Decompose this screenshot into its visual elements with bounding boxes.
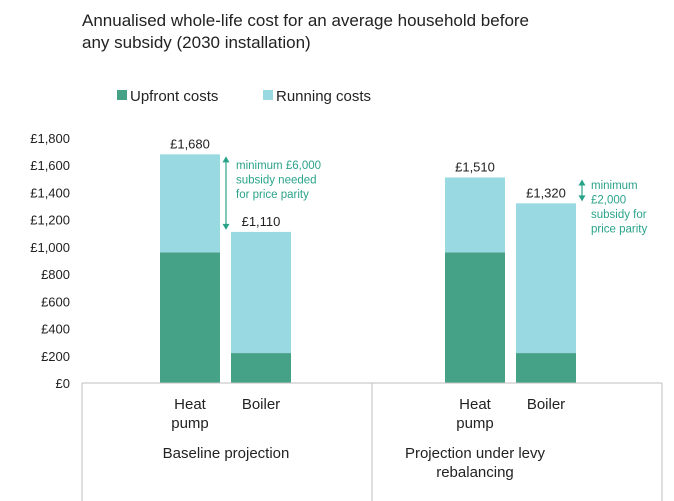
- annotation-text: minimum: [591, 180, 638, 192]
- x-category-label: Boiler: [242, 396, 280, 413]
- bar-upfront-1: [231, 353, 291, 383]
- x-category-label: pump: [171, 415, 209, 432]
- legend-label-running: Running costs: [276, 88, 371, 105]
- x-category-label: Heat: [174, 396, 207, 413]
- annotation-text: subsidy for: [591, 209, 647, 221]
- y-tick-label: £1,800: [30, 131, 70, 146]
- annotations: minimum £6,000 subsidy needed for price pa…: [222, 156, 647, 236]
- subsidy-gap-arrow: [222, 156, 230, 230]
- annotation-text: for price parity: [236, 189, 309, 201]
- x-group-label: Projection under levy: [405, 445, 546, 462]
- x-category-label: Boiler: [527, 396, 565, 413]
- x-axis: Heat pump Boiler Heat pump Boiler Baseline pro…: [81, 382, 663, 501]
- subsidy-gap-arrow: [578, 179, 586, 202]
- legend: Upfront costs Running costs: [117, 88, 371, 105]
- chart-title-line: Annualised whole-life cost for an averag…: [82, 11, 529, 30]
- legend-swatch-upfront: [117, 90, 127, 100]
- legend-label-upfront: Upfront costs: [130, 88, 218, 105]
- x-category-label: Heat: [459, 396, 492, 413]
- bar-total-label: £1,680: [170, 136, 210, 151]
- x-group-label: rebalancing: [436, 464, 514, 481]
- y-tick-label: £600: [41, 294, 70, 309]
- bar-total-label: £1,110: [242, 214, 281, 229]
- bar-running-0: [160, 154, 220, 253]
- bar-running-3: [516, 203, 576, 354]
- y-axis: £0 £200 £400 £600 £800 £1,000 £1,200 £1,400 £1,6…: [30, 131, 70, 391]
- legend-swatch-running: [263, 90, 273, 100]
- chart-title-line: any subsidy (2030 installation): [82, 33, 311, 52]
- y-tick-label: £400: [41, 322, 70, 337]
- bar-total-label: £1,320: [526, 185, 566, 200]
- y-tick-label: £0: [56, 376, 70, 391]
- bars: £1,680 £1,110 £1,510 £1,320: [160, 136, 576, 383]
- bar-running-2: [445, 177, 505, 253]
- annotation-text: £2,000: [591, 195, 626, 207]
- annotation-text: price parity: [591, 224, 647, 236]
- bar-upfront-0: [160, 252, 220, 383]
- x-category-label: pump: [456, 415, 494, 432]
- annotation-text: minimum £6,000: [236, 160, 321, 172]
- x-group-label: Baseline projection: [163, 445, 290, 462]
- y-tick-label: £1,400: [30, 185, 70, 200]
- annotation-text: subsidy needed: [236, 175, 317, 187]
- y-tick-label: £1,000: [30, 240, 70, 255]
- y-tick-label: £1,600: [30, 158, 70, 173]
- y-tick-label: £200: [41, 349, 70, 364]
- y-tick-label: £800: [41, 267, 70, 282]
- bar-upfront-2: [445, 252, 505, 383]
- bar-upfront-3: [516, 353, 576, 383]
- bar-total-label: £1,510: [455, 159, 495, 174]
- chart-title: Annualised whole-life cost for an averag…: [82, 11, 529, 52]
- y-tick-label: £1,200: [30, 213, 70, 228]
- bar-running-1: [231, 231, 291, 354]
